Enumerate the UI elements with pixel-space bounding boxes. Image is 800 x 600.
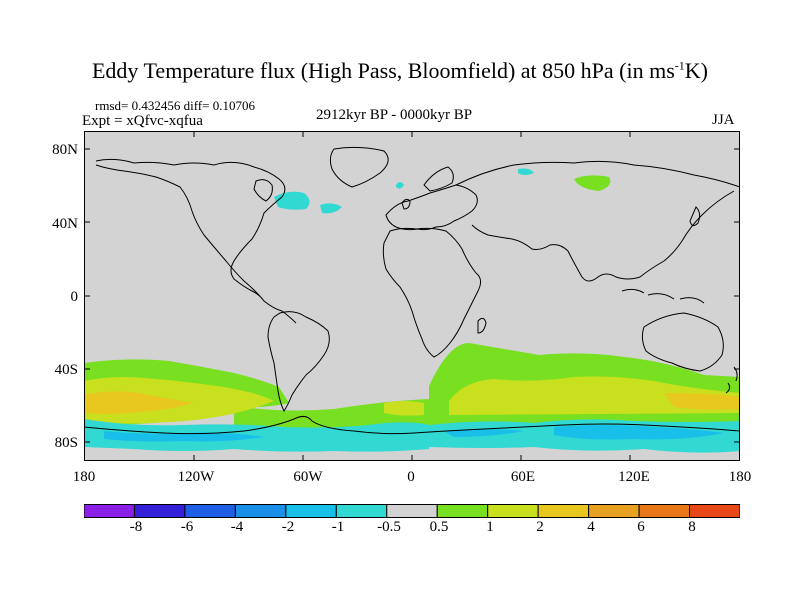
anomaly-mid-east xyxy=(449,376,740,415)
title-superscript: -1 xyxy=(674,58,685,73)
colorbar-swatch xyxy=(335,504,388,518)
colorbar-label: 6 xyxy=(637,519,645,535)
colorbar-swatch xyxy=(285,504,337,518)
coast-new-zealand xyxy=(725,366,738,394)
title-text: Eddy Temperature flux (High Pass, Bloomf… xyxy=(91,58,675,83)
anomaly-fields xyxy=(84,168,740,453)
tick-marks xyxy=(84,131,740,461)
lon-tick-60e: 60E xyxy=(510,469,536,485)
colorbar-label: -6 xyxy=(180,519,194,535)
plot-title: Eddy Temperature flux (High Pass, Bloomf… xyxy=(0,58,800,84)
anomaly-strong-east xyxy=(664,393,740,410)
lon-tick-120e: 120E xyxy=(618,469,650,485)
colorbar-swatch xyxy=(588,504,640,518)
anomaly-negative-deep-east xyxy=(554,425,724,440)
lat-tick-0: 0 xyxy=(70,289,79,305)
coast-indonesia xyxy=(621,288,705,304)
colorbar-swatch xyxy=(84,504,135,518)
coast-africa xyxy=(382,227,482,358)
coast-south-america xyxy=(267,311,330,412)
colorbar-label: 8 xyxy=(688,519,696,535)
colorbar-swatches xyxy=(84,504,740,518)
colorbar-swatch xyxy=(133,504,186,518)
coast-north-america xyxy=(95,158,297,324)
lon-tick-120w: 120W xyxy=(177,469,215,485)
lon-tick-180w: 180 xyxy=(72,469,96,485)
colorbar-label: -2 xyxy=(281,519,295,535)
colorbar-swatch xyxy=(234,504,287,518)
lat-tick-40s: 40S xyxy=(54,362,78,378)
colorbar-swatch xyxy=(184,504,236,518)
coast-asia xyxy=(455,160,740,282)
lon-tick-0: 0 xyxy=(407,469,415,485)
coastlines xyxy=(84,146,740,435)
colorbar-label: -8 xyxy=(129,519,143,535)
colorbar-swatch xyxy=(638,504,691,518)
coast-hudson-bay xyxy=(253,179,273,202)
colorbar-swatch xyxy=(689,504,740,518)
coast-antarctica xyxy=(84,415,740,435)
anomaly-negative-arctic1 xyxy=(396,182,404,189)
period-label: 2912kyr BP - 0000kyr BP xyxy=(316,107,473,123)
coast-europe xyxy=(385,184,478,231)
coast-greenland xyxy=(329,146,389,188)
lat-tick-80n: 80N xyxy=(52,142,78,158)
colorbar-swatch xyxy=(386,504,438,518)
colorbar-label: 1 xyxy=(486,519,494,535)
experiment-label: Expt = xQfvc-xqfua xyxy=(82,113,203,129)
colorbar-label: -0.5 xyxy=(377,519,401,535)
lon-tick-180e: 180 xyxy=(728,469,752,485)
anomaly-negative-deep-west xyxy=(104,431,264,442)
map-plot xyxy=(84,131,740,461)
lat-tick-80s: 80S xyxy=(54,435,78,451)
coast-british-isles xyxy=(401,198,411,210)
anomaly-weak-south xyxy=(384,401,424,416)
anomaly-positive-siberia xyxy=(574,175,611,191)
colorbar-label: 4 xyxy=(587,519,595,535)
coast-scandinavia xyxy=(423,166,454,192)
colorbar-swatch xyxy=(436,504,489,518)
title-units-end: K) xyxy=(684,58,708,83)
coast-japan xyxy=(689,206,701,227)
lat-tick-40n: 40N xyxy=(52,216,78,232)
colorbar-swatch xyxy=(487,504,539,518)
colorbar-swatch xyxy=(537,504,590,518)
colorbar xyxy=(84,504,740,518)
anomaly-strong-west xyxy=(84,391,194,414)
colorbar-label: 2 xyxy=(536,519,544,535)
colorbar-label: 0.5 xyxy=(429,519,449,535)
colorbar-label: -1 xyxy=(331,519,345,535)
anomaly-negative-deep-mid xyxy=(444,429,524,437)
anomaly-negative-arctic2 xyxy=(518,168,534,175)
coast-madagascar xyxy=(477,317,487,334)
season-label: JJA xyxy=(712,112,735,128)
anomaly-negative-southern-west xyxy=(84,419,429,452)
lon-tick-60w: 60W xyxy=(293,469,323,485)
anomaly-positive-band-s xyxy=(234,399,429,429)
stats-text: rmsd= 0.432456 diff= 0.10706 xyxy=(95,98,255,113)
anomaly-negative-atlantic xyxy=(320,203,342,214)
coast-australia xyxy=(641,312,724,372)
colorbar-label: -4 xyxy=(230,519,244,535)
